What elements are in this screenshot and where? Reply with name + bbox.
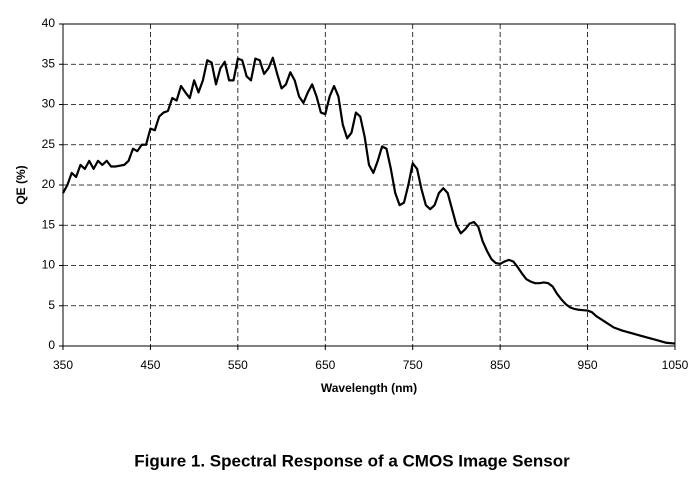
chart-title: Figure 1. Spectral Response of a CMOS Im…	[134, 451, 570, 470]
x-tick-label: 650	[315, 358, 335, 372]
x-tick-label: 1050	[662, 358, 689, 372]
y-tick-label: 25	[42, 137, 56, 151]
data-line	[62, 56, 676, 345]
x-tick-label: 750	[403, 358, 423, 372]
y-tick-label: 10	[42, 258, 56, 272]
y-tick-label: 15	[42, 217, 56, 231]
plot-frame	[62, 23, 676, 347]
y-tick-label: 0	[48, 338, 55, 352]
x-tick-label: 350	[53, 358, 73, 372]
x-tick-label: 550	[228, 358, 248, 372]
y-tick-label: 5	[48, 298, 55, 312]
y-axis-label: QE (%)	[14, 165, 28, 204]
y-tick-label: 40	[42, 16, 56, 30]
x-tick-label: 950	[578, 358, 598, 372]
y-tick-label: 35	[42, 56, 56, 70]
y-tick-label: 30	[42, 97, 56, 111]
x-tick-label: 450	[140, 358, 160, 372]
x-axis-label: Wavelength (nm)	[321, 381, 417, 395]
y-tick-label: 20	[42, 177, 56, 191]
x-tick-label: 850	[490, 358, 510, 372]
